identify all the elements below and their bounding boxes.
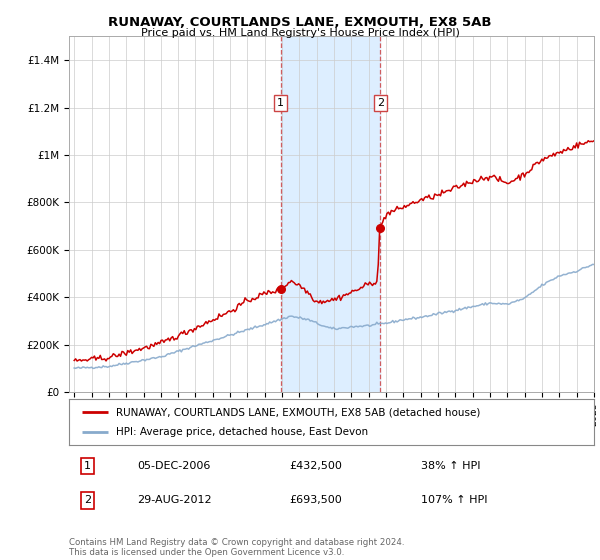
- Text: 29-AUG-2012: 29-AUG-2012: [137, 496, 212, 506]
- Text: 05-DEC-2006: 05-DEC-2006: [137, 461, 211, 471]
- Text: Contains HM Land Registry data © Crown copyright and database right 2024.
This d: Contains HM Land Registry data © Crown c…: [69, 538, 404, 557]
- Text: RUNAWAY, COURTLANDS LANE, EXMOUTH, EX8 5AB: RUNAWAY, COURTLANDS LANE, EXMOUTH, EX8 5…: [108, 16, 492, 29]
- Text: 1: 1: [277, 98, 284, 108]
- Text: RUNAWAY, COURTLANDS LANE, EXMOUTH, EX8 5AB (detached house): RUNAWAY, COURTLANDS LANE, EXMOUTH, EX8 5…: [116, 407, 481, 417]
- Text: 107% ↑ HPI: 107% ↑ HPI: [421, 496, 487, 506]
- Bar: [281, 36, 380, 392]
- Text: 38% ↑ HPI: 38% ↑ HPI: [421, 461, 480, 471]
- Text: 1: 1: [84, 461, 91, 471]
- Text: 2: 2: [377, 98, 384, 108]
- Text: 2: 2: [84, 496, 91, 506]
- Text: £693,500: £693,500: [290, 496, 342, 506]
- Text: HPI: Average price, detached house, East Devon: HPI: Average price, detached house, East…: [116, 427, 368, 437]
- Text: Price paid vs. HM Land Registry's House Price Index (HPI): Price paid vs. HM Land Registry's House …: [140, 28, 460, 38]
- Text: £432,500: £432,500: [290, 461, 343, 471]
